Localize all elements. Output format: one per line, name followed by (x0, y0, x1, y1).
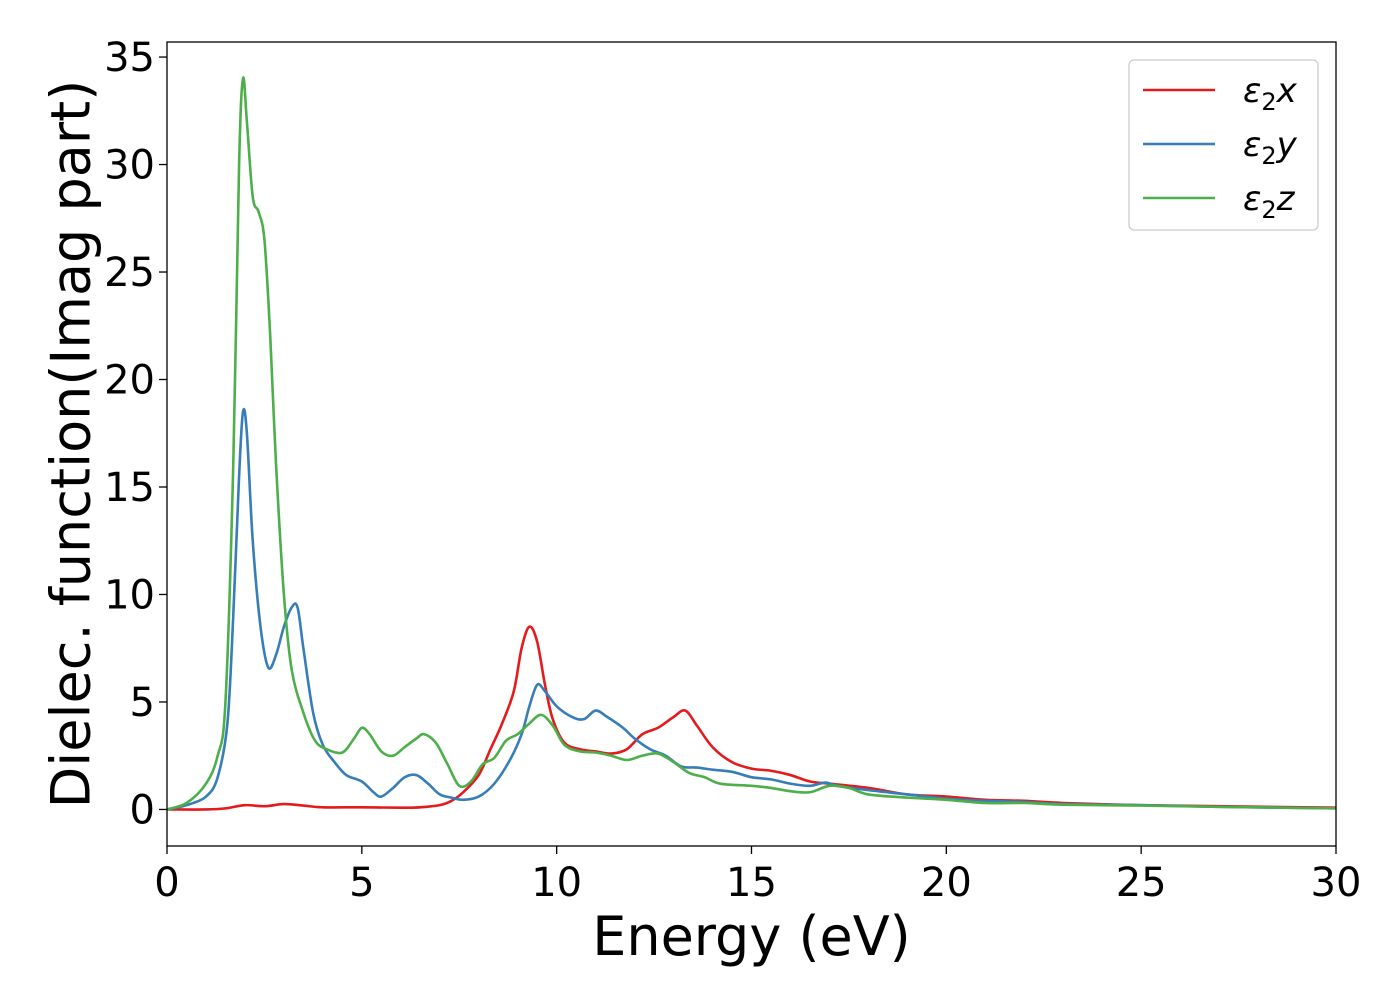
y-tick-label: 20 (104, 358, 155, 404)
y-tick-label: 15 (104, 465, 155, 511)
x-tick-label: 25 (1116, 860, 1167, 906)
legend-label: ε2z (1243, 179, 1296, 224)
legend-label: ε2y (1243, 125, 1298, 170)
y-tick-label: 30 (104, 143, 155, 189)
y-tick-label: 0 (130, 787, 155, 833)
y-axis-ticks: 0 5 10 15 20 25 30 35 (104, 35, 167, 833)
y-tick-label: 25 (104, 250, 155, 296)
x-axis-ticks: 0 5 10 15 20 25 30 (154, 846, 1361, 906)
y-tick-label: 5 (130, 680, 155, 726)
legend-item-z: ε2z (1143, 179, 1296, 224)
legend-label: ε2x (1243, 71, 1298, 116)
series-line-y (167, 407, 1336, 811)
x-tick-label: 30 (1311, 860, 1362, 906)
x-tick-label: 15 (726, 860, 777, 906)
series-line-x (167, 625, 1336, 811)
y-axis-label: Dielec. function(Imag part) (40, 80, 103, 809)
y-tick-label: 10 (104, 572, 155, 618)
x-tick-label: 20 (921, 860, 972, 906)
legend-item-y: ε2y (1143, 125, 1298, 170)
y-tick-label: 35 (104, 35, 155, 81)
x-tick-label: 10 (531, 860, 582, 906)
legend: ε2x ε2y ε2z (1128, 59, 1319, 231)
x-tick-label: 5 (349, 860, 374, 906)
series-layer (167, 76, 1336, 811)
x-tick-label: 0 (154, 860, 179, 906)
legend-item-x: ε2x (1143, 71, 1298, 116)
series-line-z (167, 76, 1336, 811)
x-axis-label: Energy (eV) (592, 905, 911, 968)
legend-box (1128, 59, 1319, 231)
